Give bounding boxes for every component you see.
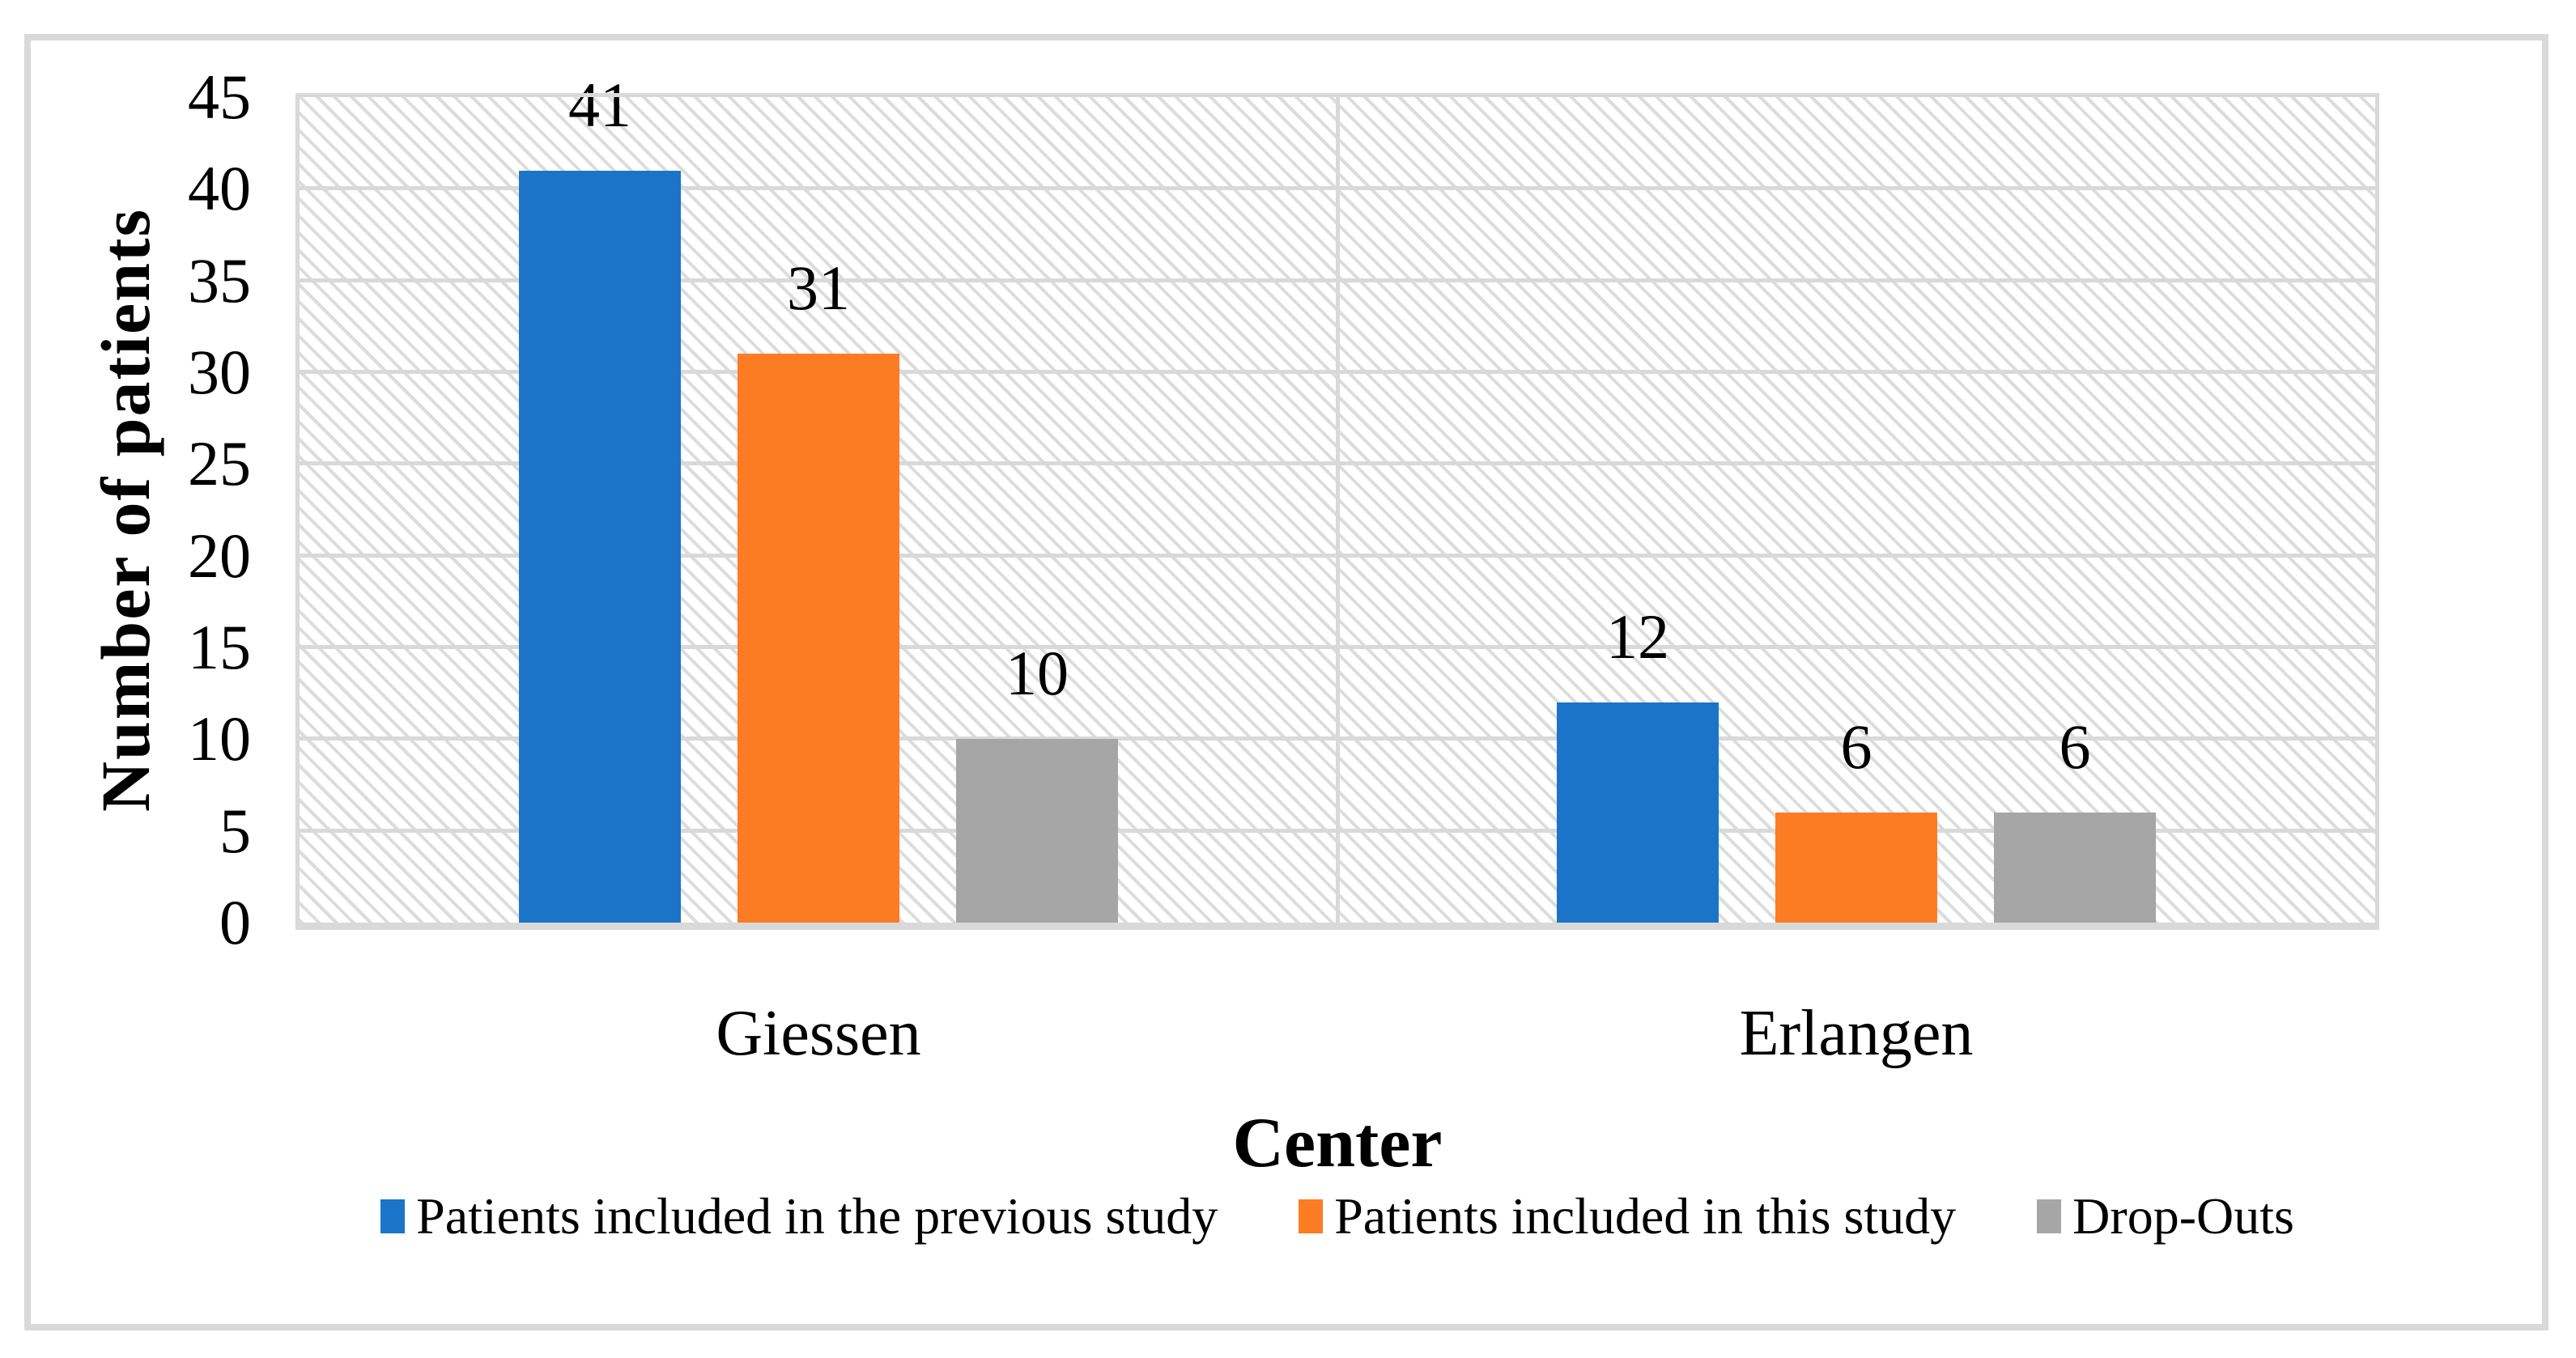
bar bbox=[1994, 813, 2156, 923]
x-axis-title: Center bbox=[1232, 1104, 1443, 1182]
vertical-gridline bbox=[1336, 97, 1340, 923]
y-axis-tick-label: 25 bbox=[188, 428, 251, 499]
x-axis-line bbox=[295, 923, 2379, 930]
bar-value-label: 6 bbox=[1840, 711, 1872, 782]
y-axis-tick-label: 5 bbox=[219, 795, 251, 866]
legend-label: Patients included in the previous study bbox=[416, 1187, 1218, 1245]
legend-item: Patients included in the previous study bbox=[380, 1187, 1218, 1245]
bar-value-label: 31 bbox=[787, 253, 850, 324]
y-axis-tick-label: 35 bbox=[188, 244, 251, 316]
legend-label: Drop-Outs bbox=[2072, 1187, 2294, 1245]
bar bbox=[1557, 702, 1719, 923]
x-axis-category-label: Erlangen bbox=[1739, 998, 1974, 1069]
bar-value-label: 10 bbox=[1005, 638, 1069, 709]
legend-swatch bbox=[1299, 1199, 1324, 1234]
legend-swatch bbox=[2037, 1199, 2062, 1234]
legend-item: Patients included in this study bbox=[1299, 1187, 1957, 1245]
x-axis-category-label: Giessen bbox=[716, 998, 921, 1069]
bar-value-label: 41 bbox=[568, 69, 631, 140]
legend-label: Patients included in this study bbox=[1334, 1187, 1957, 1245]
y-axis-tick-label: 30 bbox=[188, 337, 251, 407]
plot-area: 41 31 10 12 6 6 bbox=[300, 73, 2375, 923]
legend-swatch bbox=[380, 1199, 406, 1234]
bar-value-label: 12 bbox=[1606, 601, 1669, 672]
y-axis-tick-label: 10 bbox=[188, 703, 251, 774]
bar bbox=[519, 170, 681, 923]
y-axis-tick-label: 15 bbox=[188, 612, 251, 682]
y-axis-tick-label: 45 bbox=[188, 62, 251, 132]
bar bbox=[956, 739, 1118, 923]
figure-frame bbox=[24, 34, 2548, 1330]
y-axis-tick-label: 0 bbox=[219, 887, 251, 957]
bar bbox=[1775, 813, 1937, 923]
y-axis-tick-label: 20 bbox=[188, 520, 251, 591]
legend-item: Drop-Outs bbox=[2037, 1187, 2294, 1245]
bar-value-label: 6 bbox=[2059, 711, 2091, 782]
y-axis-tick-label: 40 bbox=[188, 153, 251, 224]
bar bbox=[738, 354, 899, 923]
legend: Patients included in the previous study P… bbox=[300, 1187, 2375, 1245]
